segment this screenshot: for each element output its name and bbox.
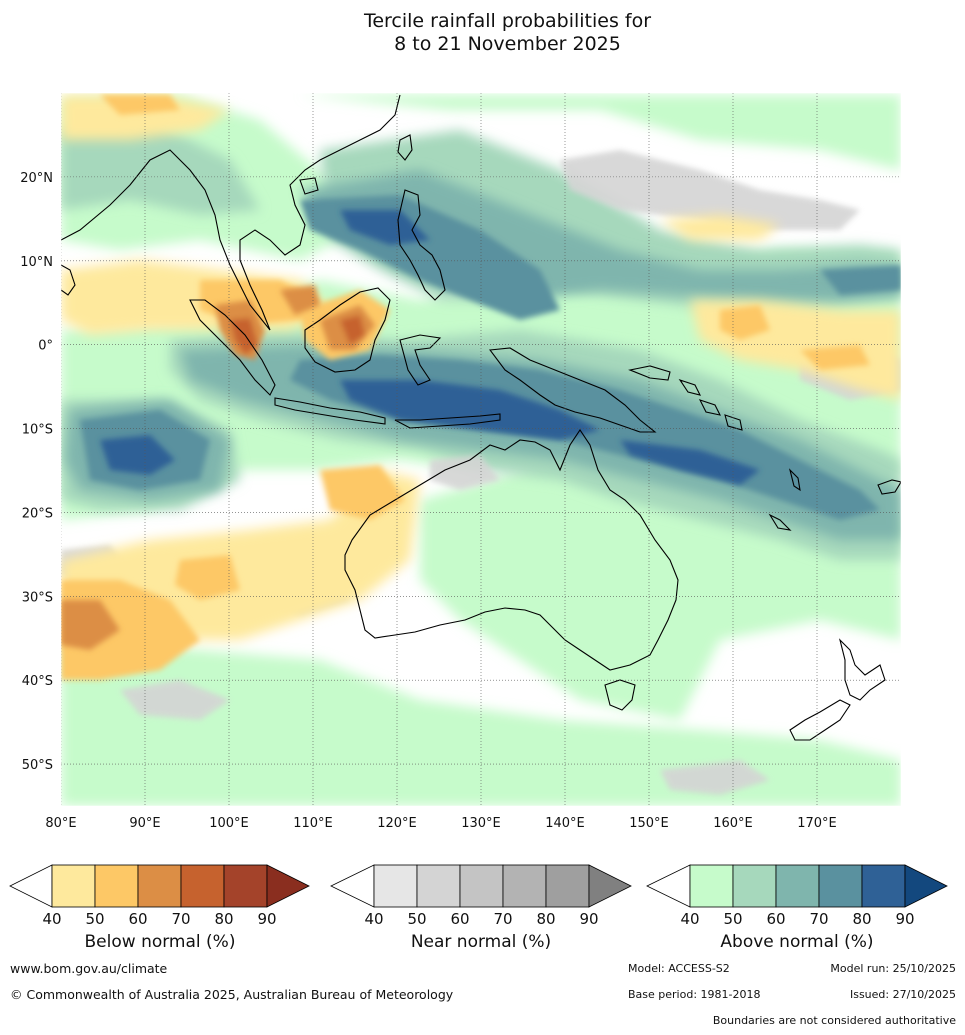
base-period: Base period: 1981-2018 [628, 988, 761, 1001]
new-zealand-coastline [789, 638, 886, 741]
latitude-label: 40°S [22, 674, 53, 689]
latitude-labels: 20°N 10°N 0° 10°S 20°S 30°S 40°S 50°S [20, 171, 53, 773]
longitude-label: 150°E [629, 816, 669, 831]
colorbar-tick-label: 50 [723, 910, 742, 928]
taiwan-coastline [397, 134, 413, 161]
colorbar-extend-low [330, 864, 375, 908]
latitude-label: 30°S [22, 590, 53, 605]
philippines-coastline [397, 189, 446, 301]
graticule [61, 93, 901, 806]
colorbar-segment [180, 864, 225, 908]
colorbar-tick-label: 50 [407, 910, 426, 928]
vanuatu-coastline [768, 468, 801, 531]
colorbar-extend-high [266, 864, 310, 908]
sumatra-coastline [189, 299, 276, 396]
asia-mainland-coastline [61, 94, 401, 331]
colorbar-tick-label: 70 [493, 910, 512, 928]
title-line-2: 8 to 21 November 2025 [394, 33, 621, 55]
latitude-label: 20°N [20, 171, 53, 186]
longitude-label: 90°E [129, 816, 160, 831]
longitude-labels: 80°E 90°E 100°E 110°E 120°E 130°E 140°E 150°E 16… [45, 816, 836, 831]
title-line-1: Tercile rainfall probabilities for [363, 10, 652, 32]
colorbar-extend-low [646, 864, 691, 908]
colorbar-tick-label: 70 [809, 910, 828, 928]
colorbar-extend-low [9, 864, 53, 908]
colorbar-segment [416, 864, 461, 908]
colorbar-segment [689, 864, 734, 908]
colorbar-extend-high [904, 864, 948, 908]
model-name: Model: ACCESS-S2 [628, 962, 730, 975]
longitude-label: 130°E [461, 816, 501, 831]
longitude-label: 80°E [45, 816, 76, 831]
latitude-label: 50°S [22, 758, 53, 773]
borneo-coastline [304, 287, 391, 373]
boundaries-disclaimer: Boundaries are not considered authoritat… [712, 1014, 956, 1027]
colorbar-tick-label: 60 [766, 910, 785, 928]
india-coastline [61, 264, 76, 296]
java-coastline [274, 397, 501, 429]
copyright-notice: © Commonwealth of Australia 2025, Austra… [10, 987, 454, 1002]
colorbar-tick-label: 40 [680, 910, 699, 928]
colorbar-segment [51, 864, 96, 908]
colorbar-segment [861, 864, 906, 908]
colorbar-segment [502, 864, 547, 908]
colorbar-segment [459, 864, 504, 908]
model-run-date: Model run: 25/10/2025 [830, 962, 956, 975]
colorbar-tick-label: 90 [579, 910, 598, 928]
fiji-coastline [877, 479, 901, 495]
rainfall-probability-map: 80°E 90°E 100°E 110°E 120°E 130°E 140°E 150°E 16… [20, 92, 902, 831]
colorbar-tick-label: 80 [852, 910, 871, 928]
new-britain-coastline [628, 365, 671, 381]
sulawesi-coastline [399, 334, 442, 386]
colorbar-tick-label: 80 [536, 910, 555, 928]
longitude-label: 140°E [545, 816, 585, 831]
colorbar-segment [775, 864, 820, 908]
colorbar-near-normal: 40 50 60 70 80 90 [330, 864, 632, 928]
colorbar-below-normal: 40 50 60 70 80 90 [9, 864, 310, 928]
colorbar-segment [94, 864, 139, 908]
solomon-islands-coastline [678, 378, 743, 431]
longitude-label: 170°E [797, 816, 837, 831]
colorbar-segment [373, 864, 418, 908]
colorbar-segment [223, 864, 268, 908]
issued-date: Issued: 27/10/2025 [849, 988, 956, 1001]
latitude-label: 20°S [22, 506, 53, 521]
chart-title: Tercile rainfall probabilities for 8 to … [0, 10, 965, 56]
australia-coastline [344, 429, 679, 671]
colorbar-tick-label: 40 [364, 910, 383, 928]
colorbar-tick-label: 60 [450, 910, 469, 928]
colorbar-tick-label: 40 [42, 910, 61, 928]
longitude-label: 160°E [713, 816, 753, 831]
above-normal-dark-regions [100, 210, 760, 485]
longitude-label: 110°E [293, 816, 333, 831]
colorbar-segment [137, 864, 182, 908]
map-field [61, 93, 901, 806]
latitude-label: 10°S [22, 423, 53, 438]
colorbar-segment [818, 864, 863, 908]
latitude-label: 10°N [20, 255, 53, 270]
map-frame [60, 92, 902, 807]
colorbar-tick-label: 80 [214, 910, 233, 928]
colorbar-tick-label: 90 [895, 910, 914, 928]
latitude-label: 0° [38, 339, 53, 354]
colorbar-tick-label: 70 [171, 910, 190, 928]
colorbar-legend: 40 50 60 70 80 90 40 50 60 70 80 90 40 50 60 70 80 90 [9, 864, 948, 928]
near-normal-label: Near normal (%) [410, 932, 552, 952]
colorbar-segment [732, 864, 777, 908]
colorbar-tick-label: 90 [257, 910, 276, 928]
new-guinea-coastline [488, 347, 657, 433]
hainan-coastline [299, 177, 319, 195]
colorbar-tick-label: 50 [85, 910, 104, 928]
website-link[interactable]: www.bom.gov.au/climate [10, 961, 168, 976]
colorbar-above-normal: 40 50 60 70 80 90 [646, 864, 948, 928]
longitude-label: 120°E [377, 816, 417, 831]
colorbar-extend-high [588, 864, 632, 908]
colorbar-tick-label: 60 [128, 910, 147, 928]
above-normal-label: Above normal (%) [720, 932, 874, 952]
longitude-label: 100°E [209, 816, 249, 831]
colorbar-segment [545, 864, 590, 908]
below-normal-label: Below normal (%) [84, 932, 236, 952]
